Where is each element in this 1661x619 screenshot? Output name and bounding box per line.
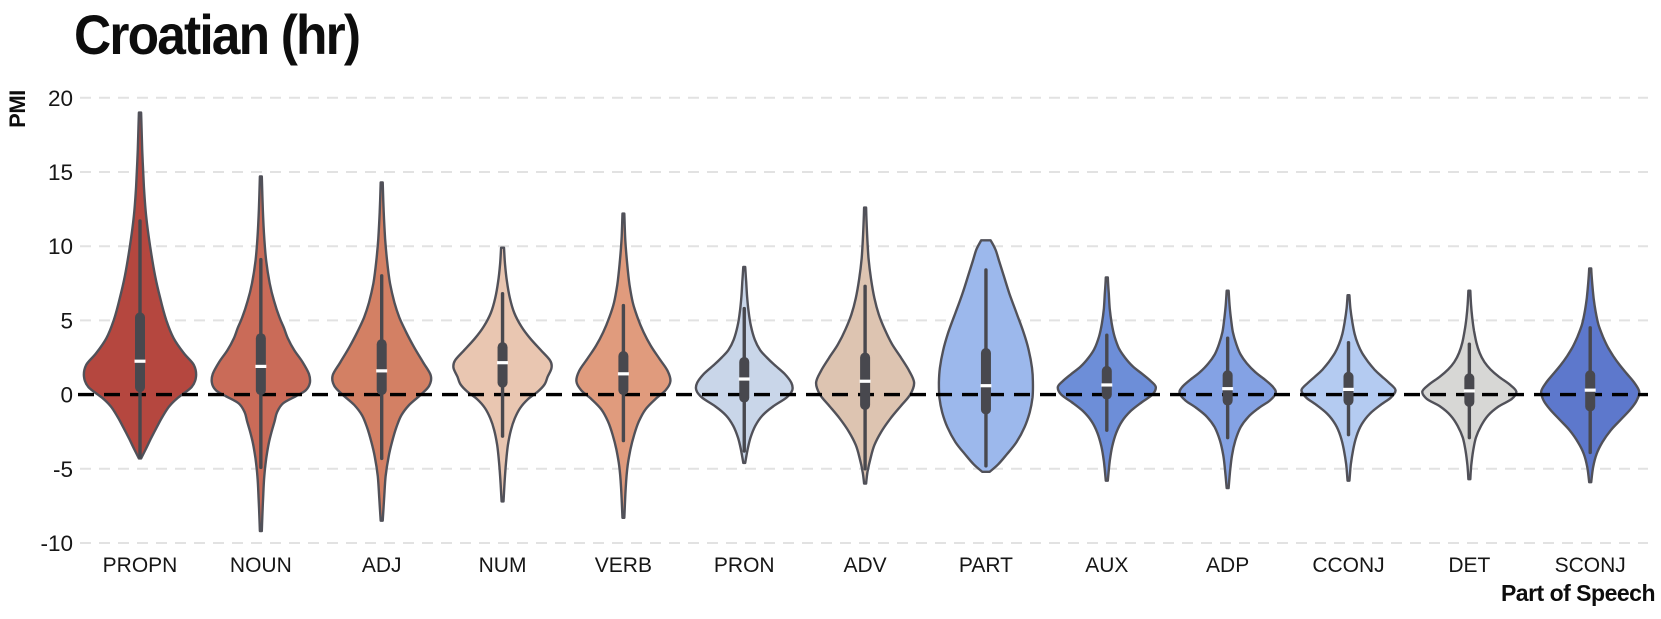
x-axis-label: Part of Speech (1500, 580, 1656, 606)
x-tick-label-sconj: SCONJ (1555, 554, 1626, 577)
y-tick-label-5: 5 (60, 308, 73, 333)
chart-title: Croatian (hr) (74, 3, 361, 66)
y-axis-label: PMI (5, 90, 30, 128)
y-tick-label--10: -10 (40, 531, 73, 556)
x-tick-label-adv: ADV (844, 554, 887, 577)
x-tick-label-pron: PRON (714, 554, 775, 577)
y-tick-label-15: 15 (48, 160, 73, 185)
x-tick-label-propn: PROPN (103, 554, 178, 577)
x-tick-label-adj: ADJ (362, 554, 402, 577)
y-tick-label-0: 0 (60, 383, 73, 408)
x-tick-label-part: PART (959, 554, 1013, 577)
y-tick-label-20: 20 (48, 86, 73, 111)
y-tick-label--5: -5 (53, 457, 73, 482)
x-tick-label-det: DET (1448, 554, 1490, 577)
x-tick-label-cconj: CCONJ (1312, 554, 1384, 577)
x-tick-label-aux: AUX (1085, 554, 1128, 577)
x-tick-label-noun: NOUN (230, 554, 292, 577)
x-tick-label-adp: ADP (1206, 554, 1249, 577)
x-tick-label-num: NUM (479, 554, 527, 577)
y-tick-label-10: 10 (48, 234, 73, 259)
x-tick-label-verb: VERB (595, 554, 652, 577)
